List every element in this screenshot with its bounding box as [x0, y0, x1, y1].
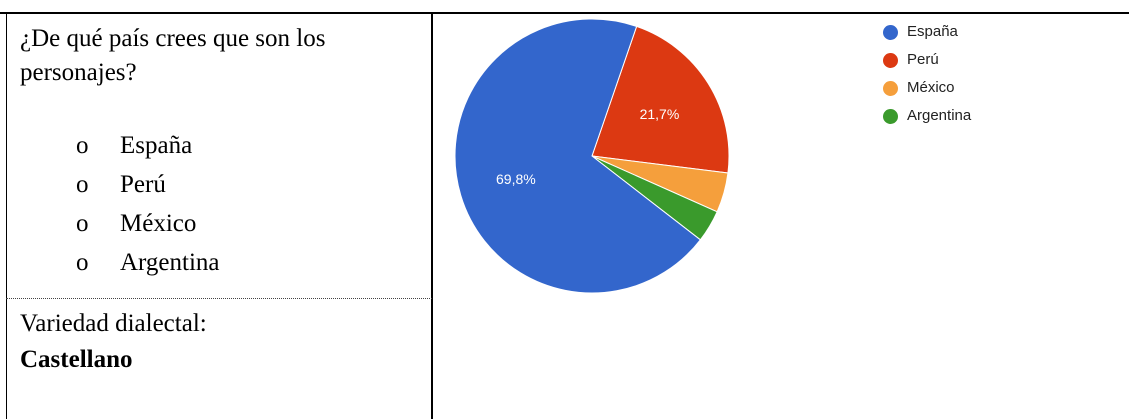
bullet-icon: o: [76, 132, 89, 159]
legend-swatch-icon: [883, 53, 898, 68]
table-border-left: [6, 12, 7, 419]
option-label: Argentina: [120, 249, 220, 276]
bullet-icon: o: [76, 210, 89, 237]
variety-value: Castellano: [20, 346, 133, 373]
legend-item: España: [883, 18, 971, 46]
legend-label: España: [907, 23, 958, 40]
question-text: ¿De qué país crees que son los personaje…: [20, 25, 326, 86]
table-border-top: [0, 12, 1129, 14]
legend-label: Perú: [907, 51, 939, 68]
legend-swatch-icon: [883, 81, 898, 96]
list-item: o Argentina: [76, 243, 220, 282]
list-item: o México: [76, 204, 220, 243]
legend-swatch-icon: [883, 109, 898, 124]
legend-swatch-icon: [883, 25, 898, 40]
bullet-icon: o: [76, 171, 89, 198]
chart-legend: España Perú México Argentina: [883, 18, 971, 130]
pie-chart: 21,7% 69,8%: [454, 18, 730, 294]
table-border-middle: [431, 12, 433, 419]
data-label: 21,7%: [640, 106, 680, 122]
pie-slice-españa: [454, 18, 702, 294]
option-label: España: [120, 132, 193, 159]
legend-item: Perú: [883, 46, 971, 74]
pie-slice-perú: [591, 25, 730, 174]
legend-label: Argentina: [907, 107, 972, 124]
data-label: 69,8%: [496, 171, 536, 187]
legend-item: Argentina: [883, 102, 971, 130]
option-label: México: [120, 210, 197, 237]
bullet-icon: o: [76, 249, 89, 276]
table-row-divider: [6, 298, 432, 300]
legend-label: México: [907, 79, 955, 96]
legend-item: México: [883, 74, 971, 102]
list-item: o España: [76, 126, 220, 165]
option-label: Perú: [120, 171, 166, 198]
variety-label: Variedad dialectal:: [20, 310, 207, 337]
list-item: o Perú: [76, 165, 220, 204]
options-list: o España o Perú o México o Argentina: [76, 126, 220, 282]
